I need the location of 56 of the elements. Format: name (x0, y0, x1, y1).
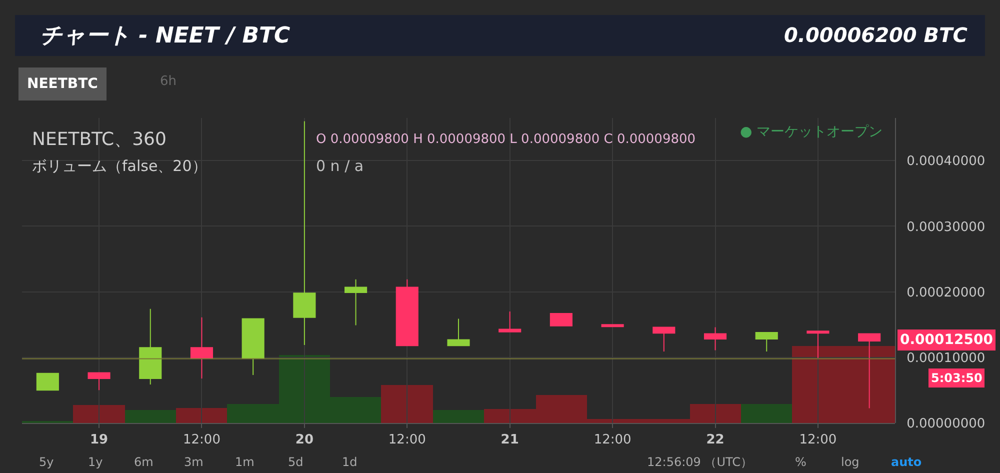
candlestick (36, 372, 59, 391)
bar (73, 404, 125, 423)
bar (176, 408, 227, 423)
annotation: ボリューム（false、20） (32, 157, 207, 175)
text: 1d (342, 455, 358, 469)
bar (125, 410, 176, 423)
x-tick-label: 12:00 (183, 432, 220, 448)
text: 6h (160, 74, 177, 89)
y-tick-label: 0.00000000 (906, 416, 986, 432)
text: 3m (184, 455, 204, 469)
text: NEETBTC (27, 76, 98, 92)
x-tick-label: 22 (706, 432, 724, 448)
candlestick (550, 312, 572, 326)
text: 6m (134, 455, 154, 469)
text: 5d (288, 455, 304, 469)
y-tick-label: 0.00020000 (906, 285, 986, 300)
candlestick (242, 318, 264, 376)
candlestick (447, 318, 470, 346)
x-tick-label: 20 (295, 432, 314, 448)
x-tick-label: 12:00 (594, 432, 632, 448)
text: 12:56:09 （UTC） (647, 455, 752, 469)
candlestick (344, 278, 368, 326)
x-tick-label: 12:00 (799, 432, 837, 448)
candlestick (396, 278, 418, 346)
annotation: O 0.00009800 H 0.00009800 L 0.00009800 C 0.00009800 (316, 132, 696, 147)
text: auto (891, 455, 922, 469)
x-tick-label: 12:00 (388, 432, 426, 448)
candlestick (755, 332, 778, 352)
text: 0.00012500 (900, 332, 994, 348)
text: 5y (39, 455, 54, 469)
candlestick (498, 310, 522, 332)
candlestick (139, 308, 162, 385)
candlestick (190, 316, 214, 379)
candlestick (88, 372, 110, 391)
y-tick-label: 0.00010000 (906, 350, 986, 366)
text: 5:03:50 (931, 371, 982, 385)
x-tick-label: 19 (90, 432, 108, 448)
bar (381, 384, 433, 423)
text: log (841, 455, 860, 469)
bar (433, 410, 484, 423)
text: 1y (88, 455, 103, 469)
bar (741, 404, 792, 423)
y-tick-label: 0.00040000 (906, 154, 986, 170)
annotation: 0 n / a (316, 157, 364, 175)
text: % (795, 455, 806, 469)
text: 1m (235, 455, 254, 469)
annotation: ● マーケットオープン (740, 124, 883, 140)
candlestick (704, 326, 727, 351)
y-tick-label: 0.00030000 (906, 220, 986, 235)
x-tick-label: 21 (500, 432, 519, 448)
candlestick (806, 330, 830, 358)
annotation: NEETBTC、360 (32, 129, 166, 150)
candlestick (858, 333, 881, 409)
candlestick (652, 326, 676, 352)
chart-subtitle: 0.00006200 BTC (784, 23, 968, 47)
chart-title: チャート - NEET / BTC (40, 24, 290, 49)
